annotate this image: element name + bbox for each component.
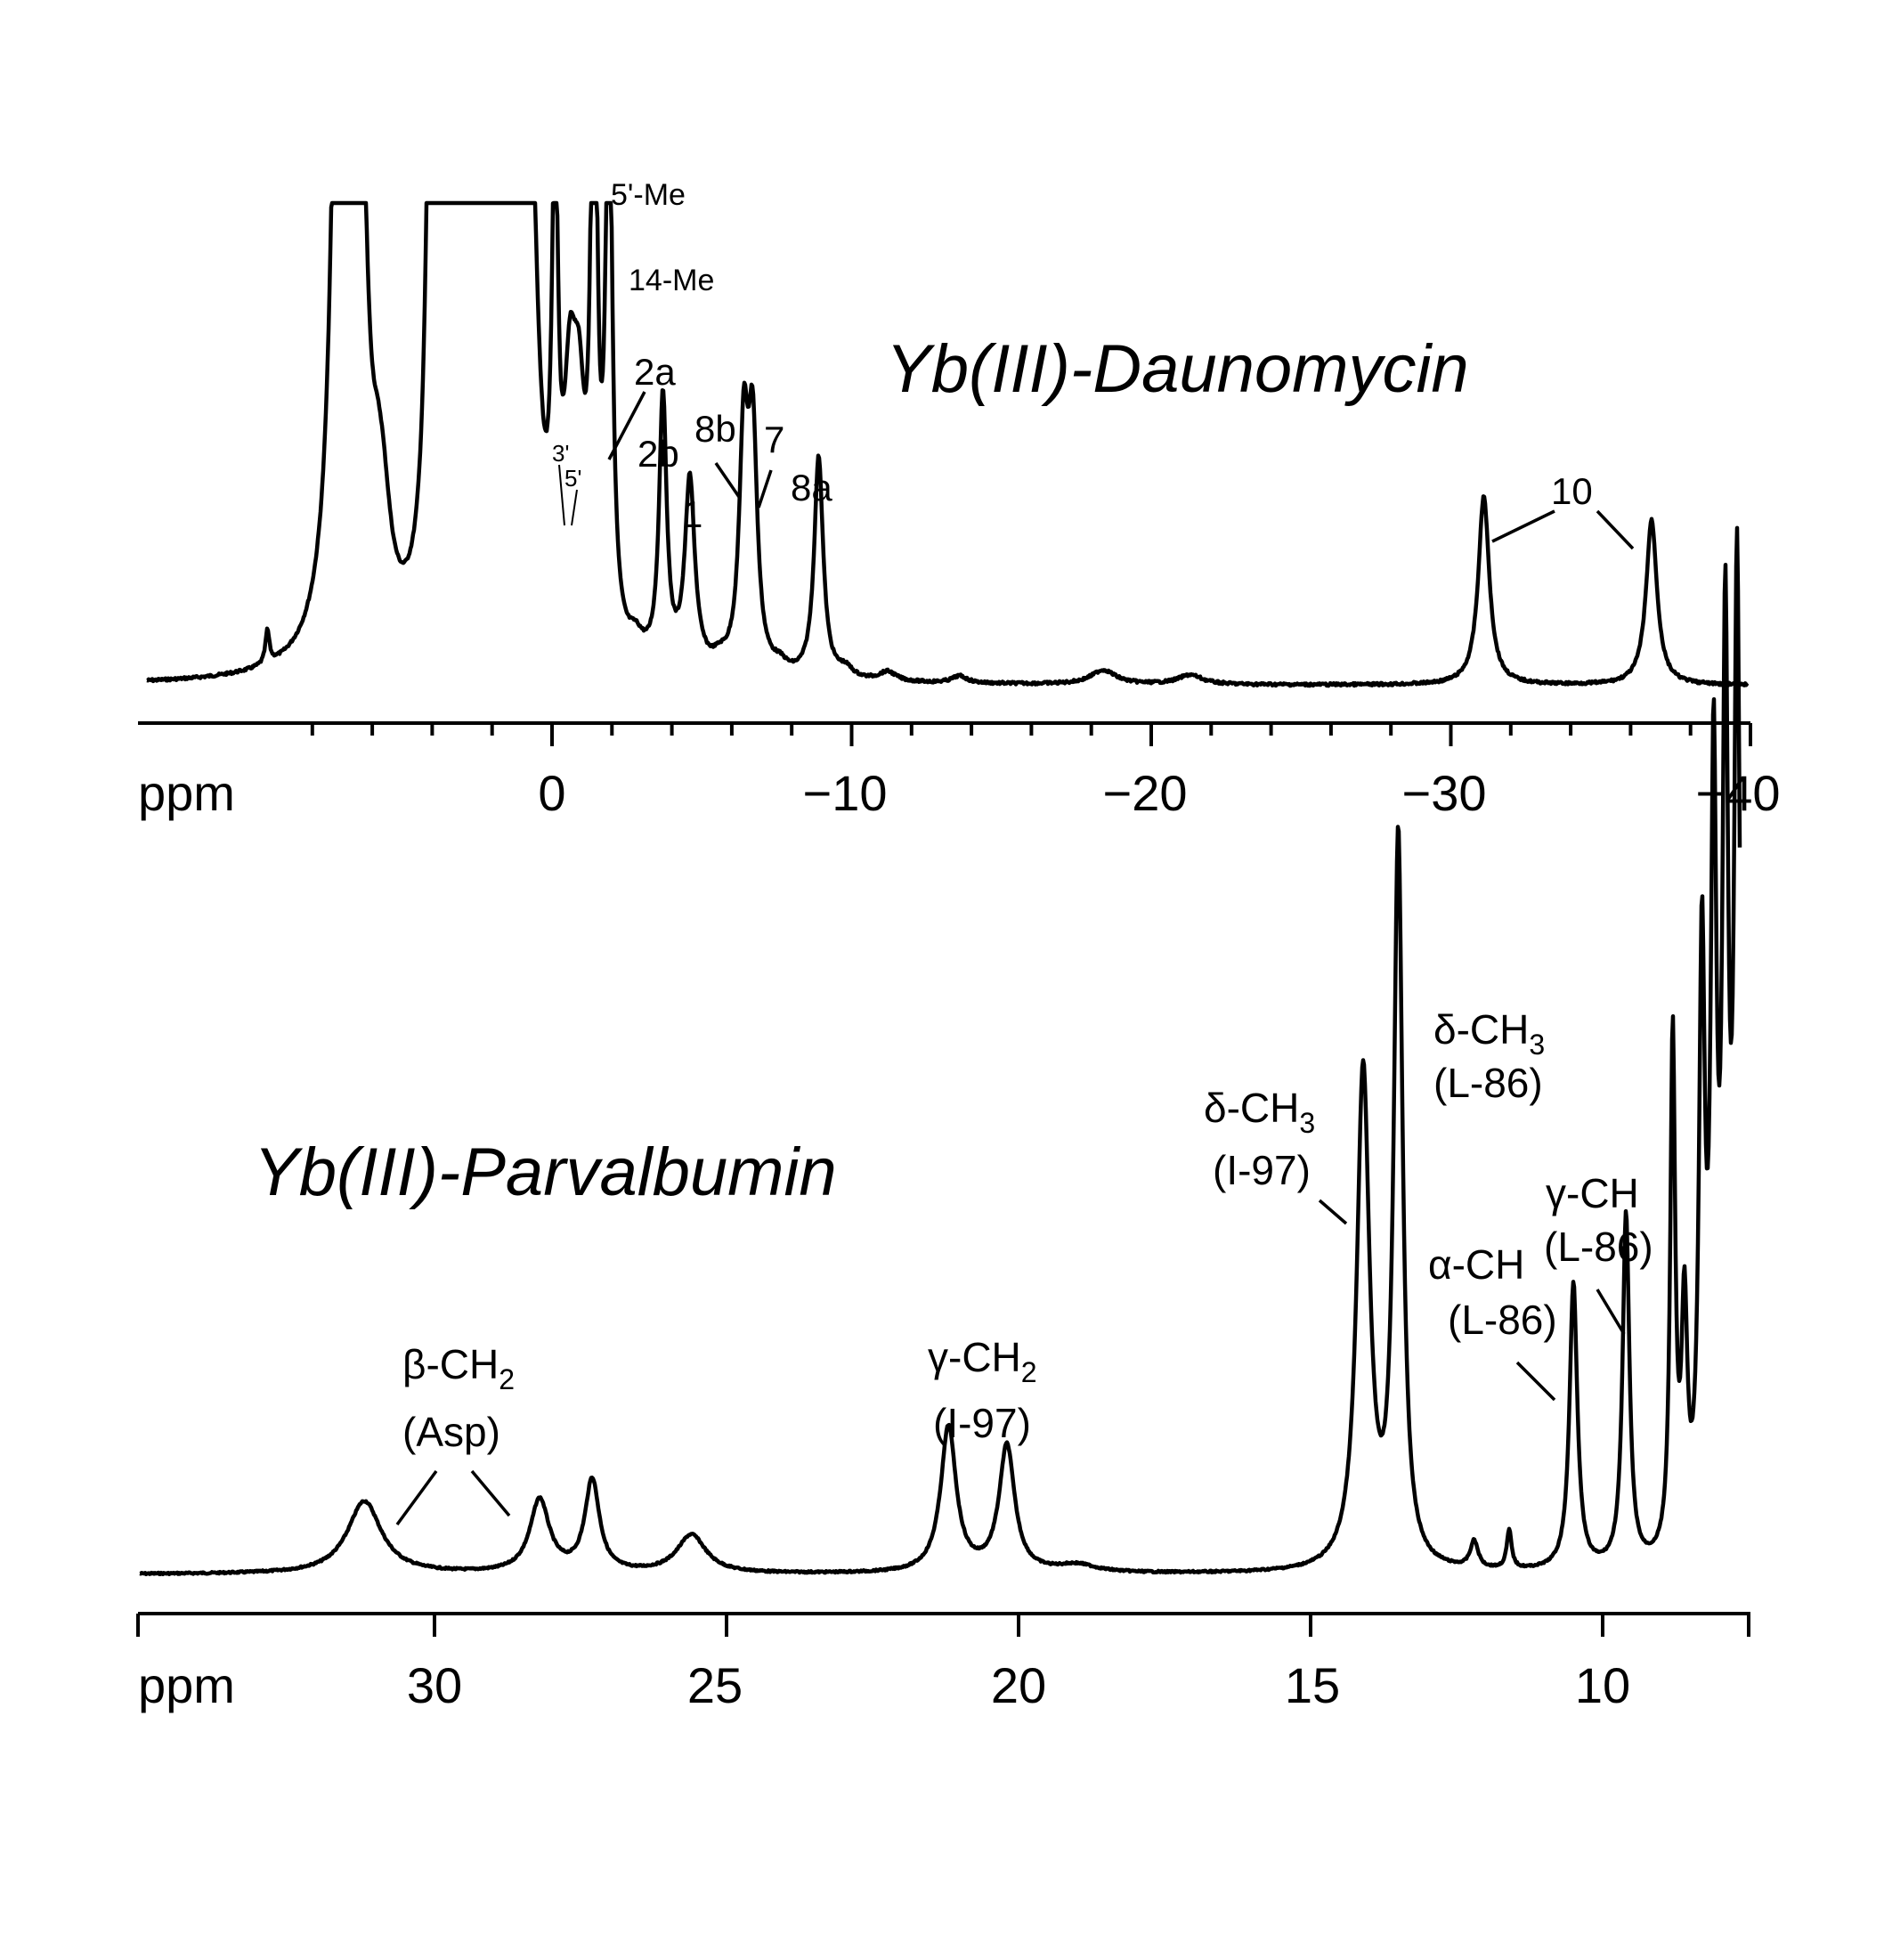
annotation-l86-delta: (L-86) bbox=[1433, 1060, 1543, 1106]
annotation-beta-ch2-sub: 2 bbox=[499, 1363, 515, 1395]
top-tick-label-neg30: −30 bbox=[1402, 765, 1487, 821]
annotation-i97-gamma: (I-97) bbox=[933, 1400, 1031, 1446]
annotation-delta-ch3-i97-sub: 3 bbox=[1299, 1107, 1315, 1139]
annotation-2a: 2a bbox=[634, 351, 676, 393]
bottom-tick-label-10: 10 bbox=[1575, 1657, 1630, 1713]
bottom-tick-label-15: 15 bbox=[1285, 1657, 1340, 1713]
top-ppm-label: ppm bbox=[138, 765, 235, 821]
annotation-l86-gamma: (L-86) bbox=[1544, 1224, 1653, 1270]
bottom-axis-ticks bbox=[136, 1614, 1750, 1637]
bottom-tick-label-20: 20 bbox=[991, 1657, 1046, 1713]
annotation-gamma-ch2-text: γ-CH bbox=[928, 1334, 1021, 1380]
top-tick-label-neg10: −10 bbox=[803, 765, 888, 821]
annotation-asp: (Asp) bbox=[402, 1409, 500, 1455]
daunomycin-trace bbox=[145, 200, 1750, 688]
annotation-8a: 8a bbox=[791, 467, 832, 508]
bottom-tick-label-25: 25 bbox=[687, 1657, 743, 1713]
top-axis-ticks bbox=[310, 723, 1752, 746]
annotation-beta-ch2: β-CH2 bbox=[402, 1341, 515, 1395]
annotation-delta-ch3-l86-sub: 3 bbox=[1529, 1029, 1545, 1061]
bottom-ppm-label: ppm bbox=[138, 1657, 235, 1713]
parvalbumin-spectrum-panel: ppm 30 25 20 15 10 Yb(III)-Parvalbumin β… bbox=[136, 525, 1750, 1713]
leader-beta-ch2-left bbox=[395, 1469, 438, 1526]
annotation-delta-ch3-i97-text: δ-CH bbox=[1204, 1085, 1299, 1131]
annotation-8b: 8b bbox=[694, 408, 736, 450]
daunomycin-title: Yb(III)-Daunomycin bbox=[886, 331, 1469, 407]
annotation-delta-ch3-l86-text: δ-CH bbox=[1433, 1006, 1529, 1053]
annotation-1: 1 bbox=[682, 493, 702, 535]
annotation-10: 10 bbox=[1551, 470, 1593, 512]
annotation-alpha-ch: α-CH bbox=[1428, 1241, 1524, 1288]
top-tick-label-neg20: −20 bbox=[1103, 765, 1188, 821]
leader-beta-ch2-right bbox=[470, 1469, 511, 1517]
annotation-delta-ch3-l86: δ-CH3 bbox=[1433, 1006, 1545, 1061]
annotation-delta-ch3-i97: δ-CH3 bbox=[1204, 1085, 1315, 1139]
top-tick-label-0: 0 bbox=[538, 765, 565, 821]
parvalbumin-trace bbox=[138, 525, 1742, 1577]
leader-8b bbox=[714, 462, 741, 498]
leader-7 bbox=[757, 469, 773, 508]
leader-delta-ch3-i97 bbox=[1318, 1199, 1348, 1225]
annotation-2b: 2b bbox=[637, 433, 679, 475]
annotation-gamma-ch2: γ-CH2 bbox=[928, 1334, 1037, 1388]
annotation-5-prime: 5' bbox=[564, 465, 581, 492]
parvalbumin-title: Yb(III)-Parvalbumin bbox=[254, 1135, 837, 1210]
annotation-14-me: 14-Me bbox=[629, 264, 714, 297]
annotation-3-prime: 3' bbox=[552, 440, 569, 467]
leader-10-left bbox=[1491, 509, 1555, 543]
annotation-7: 7 bbox=[764, 419, 784, 460]
bottom-tick-label-30: 30 bbox=[407, 1657, 462, 1713]
leader-alpha-ch bbox=[1515, 1361, 1556, 1402]
annotation-beta-ch2-text: β-CH bbox=[402, 1341, 499, 1387]
leader-3-prime bbox=[558, 464, 565, 526]
leader-gamma-ch bbox=[1596, 1289, 1626, 1335]
daunomycin-spectrum-panel: ppm 0 −10 −20 −30 −40 Yb(III)-Daunomycin… bbox=[138, 178, 1781, 821]
annotation-gamma-ch2-sub: 2 bbox=[1021, 1356, 1037, 1388]
annotation-5-me: 5'-Me bbox=[611, 178, 686, 212]
daunomycin-spectrum-line bbox=[145, 200, 1750, 688]
annotation-i97-delta: (I-97) bbox=[1213, 1147, 1311, 1193]
annotation-l86-alpha: (L-86) bbox=[1448, 1297, 1557, 1343]
leader-10-right bbox=[1596, 509, 1635, 550]
annotation-gamma-ch: γ-CH bbox=[1546, 1170, 1639, 1216]
leader-2a bbox=[607, 391, 646, 460]
parvalbumin-spectrum-line bbox=[138, 525, 1742, 1577]
leader-5-prime bbox=[571, 489, 578, 526]
